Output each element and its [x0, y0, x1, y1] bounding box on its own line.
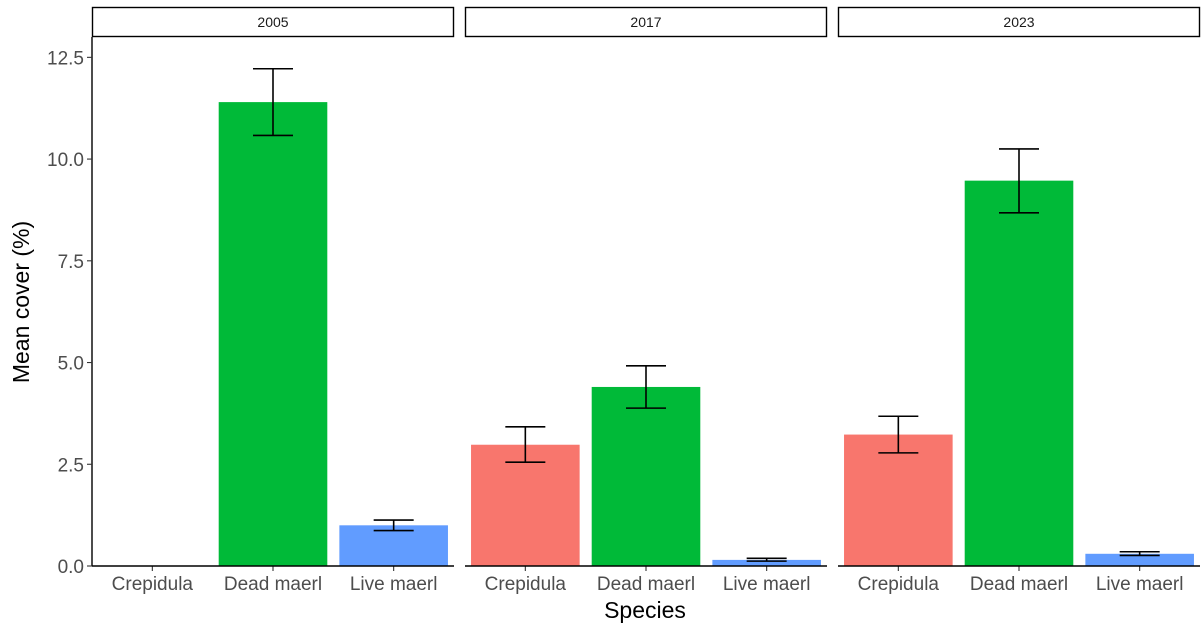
- x-tick-label-2017-live-maerl: Live maerl: [723, 574, 811, 595]
- y-tick-label-3: 7.5: [58, 252, 84, 273]
- facet-strip-label-2023: 2023: [1003, 14, 1034, 30]
- facet-strip-label-2005: 2005: [257, 14, 288, 30]
- bar-2005-live-maerl: [339, 525, 448, 566]
- x-axis-title: Species: [604, 597, 686, 623]
- facet-strip-2017: [464, 6, 828, 38]
- x-tick-label-2023-live-maerl: Live maerl: [1096, 574, 1184, 595]
- bar-2023-dead-maerl: [964, 180, 1074, 566]
- facet-strip-2023: [837, 6, 1201, 38]
- x-tick-label-2017-dead-maerl: Dead maerl: [597, 574, 695, 595]
- bar-2017-dead-maerl: [591, 386, 701, 566]
- error-bars: [253, 67, 1160, 562]
- bar-2023-crepidula: [844, 434, 953, 566]
- y-tick-label-0: 0.0: [58, 557, 84, 578]
- bar-2017-live-maerl: [712, 559, 821, 566]
- facet-strip-label-2017: 2017: [630, 14, 661, 30]
- y-tick-label-5: 12.5: [47, 48, 84, 69]
- facet-strip-2005: [91, 6, 455, 38]
- bars: [218, 102, 1194, 566]
- y-axis-title: Mean cover (%): [8, 221, 34, 383]
- y-tick-label-1: 2.5: [58, 455, 84, 476]
- y-tick-label-2: 5.0: [58, 354, 84, 375]
- bar-2023-live-maerl: [1085, 553, 1194, 566]
- x-tick-label-2023-crepidula: Crepidula: [858, 574, 940, 595]
- bar-2005-dead-maerl: [218, 102, 328, 566]
- facet-strips: 2005 2017 2023: [91, 6, 1201, 38]
- axes: Crepidula Dead maerl Live maerl Crepidula De…: [47, 37, 1200, 595]
- x-tick-label-2005-live-maerl: Live maerl: [350, 574, 438, 595]
- x-tick-label-2017-crepidula: Crepidula: [485, 574, 567, 595]
- x-tick-label-2005-crepidula: Crepidula: [112, 574, 194, 595]
- bar-2017-crepidula: [471, 444, 580, 566]
- x-tick-label-2023-dead-maerl: Dead maerl: [970, 574, 1068, 595]
- x-tick-label-2005-dead-maerl: Dead maerl: [224, 574, 322, 595]
- y-tick-label-4: 10.0: [47, 150, 84, 171]
